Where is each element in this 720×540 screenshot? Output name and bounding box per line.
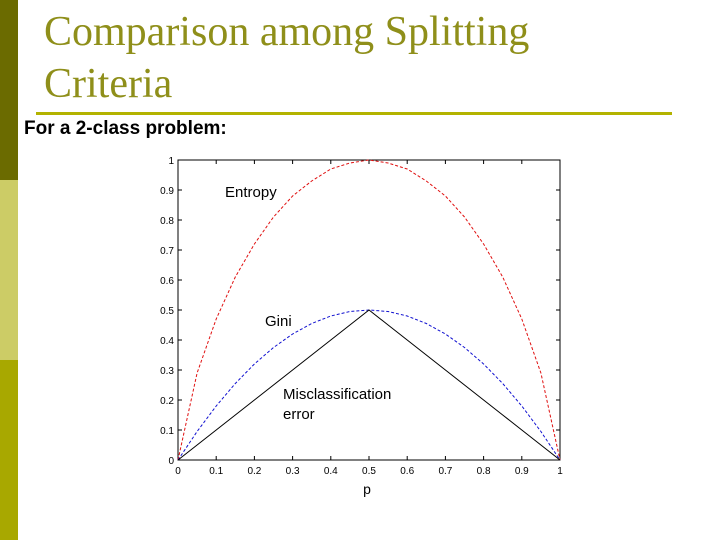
- x-tick-label: 0.2: [247, 466, 261, 477]
- y-tick-label: 0: [168, 456, 174, 467]
- title-underline: [36, 112, 672, 115]
- curves-layer: [177, 159, 561, 461]
- entropy-label: Entropy: [225, 184, 277, 201]
- x-tick-label: 0.7: [438, 466, 452, 477]
- slide-title-line-1: Comparison among Splitting: [44, 9, 530, 55]
- x-tick-label: 0.3: [286, 466, 300, 477]
- sidebar-segment-top: [0, 0, 18, 180]
- sidebar-segment-middle: [0, 180, 18, 360]
- x-tick-label: 0.5: [362, 466, 376, 477]
- slide-title-line-2: Criteria: [44, 61, 173, 107]
- entropy-curve: [177, 159, 561, 461]
- tick-layer: 0 0.1 0.2 0.3 0.4 0.5 0.6 0.7 0.8 0.9 1 0 0.1 0.2 0.3 0…: [160, 156, 563, 477]
- misclassification-curve: [177, 309, 561, 461]
- gini-label: Gini: [265, 313, 292, 330]
- y-tick-label: 0.6: [160, 276, 174, 287]
- x-tick-label: 0.4: [324, 466, 338, 477]
- y-tick-label: 0.4: [160, 336, 174, 347]
- y-tick-label: 0.8: [160, 216, 174, 227]
- x-axis-label: p: [363, 481, 371, 497]
- y-tick-label: 0.9: [160, 186, 174, 197]
- x-tick-label: 0.9: [515, 466, 529, 477]
- misclassification-label-line-1: Misclassification: [283, 386, 391, 403]
- x-tick-label: 0: [175, 466, 181, 477]
- x-tick-label: 0.8: [477, 466, 491, 477]
- slide-title: Comparison among Splitting Criteria: [44, 6, 684, 110]
- sidebar-segment-bottom: [0, 360, 18, 540]
- x-tick-label: 0.1: [209, 466, 223, 477]
- misclassification-label-line-2: error: [283, 406, 315, 423]
- y-tick-label: 1: [168, 156, 174, 167]
- y-tick-label: 0.3: [160, 366, 174, 377]
- gini-curve: [177, 309, 561, 461]
- slide-subtitle: For a 2-class problem:: [24, 118, 227, 139]
- x-tick-label: 0.6: [400, 466, 414, 477]
- y-tick-label: 0.5: [160, 306, 174, 317]
- x-tick-label: 1: [557, 466, 563, 477]
- y-tick-label: 0.7: [160, 246, 174, 257]
- y-tick-label: 0.2: [160, 396, 174, 407]
- sidebar-accent: [0, 0, 18, 540]
- y-tick-label: 0.1: [160, 426, 174, 437]
